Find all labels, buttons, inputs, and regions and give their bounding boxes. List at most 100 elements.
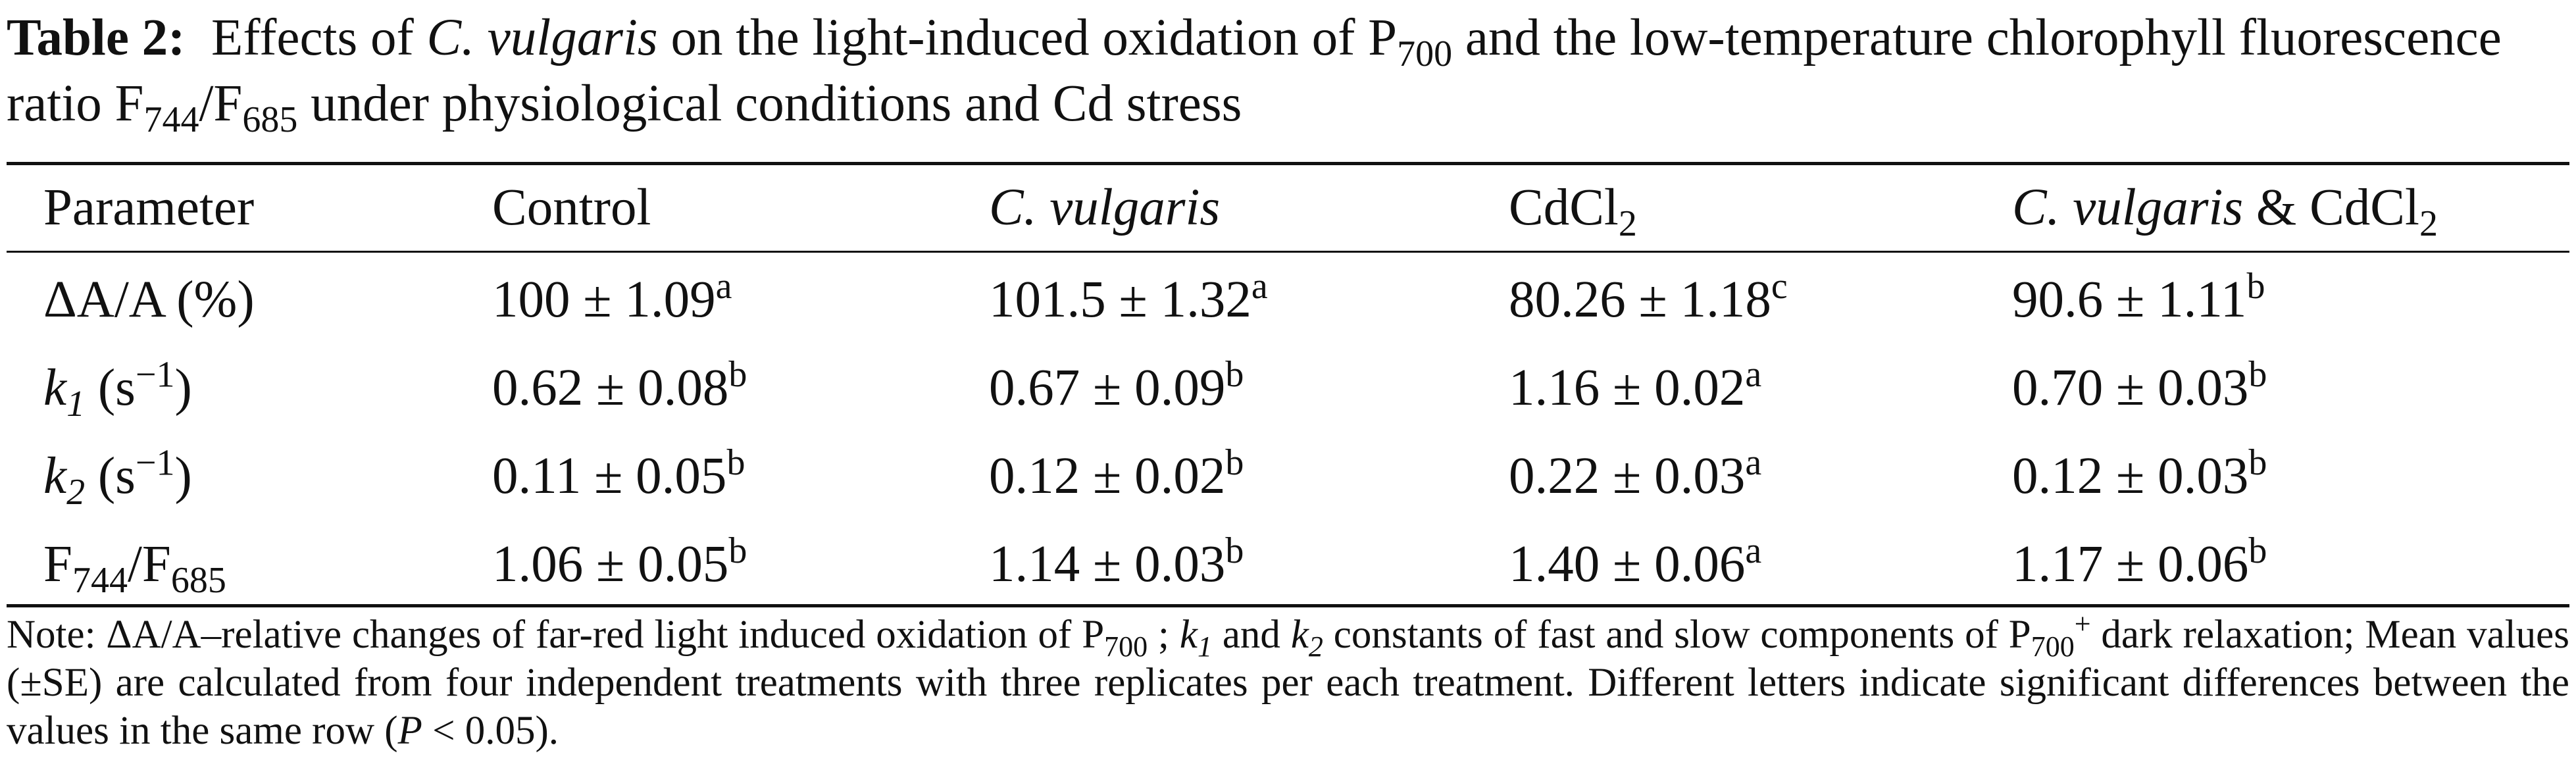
- k2-symbol: k: [43, 447, 67, 505]
- row-label-k2: k2 (s−1): [7, 432, 461, 521]
- table-row: k2 (s−1) 0.11 ± 0.05b 0.12 ± 0.02b 0.22 …: [7, 432, 2569, 521]
- significance-letter: b: [1225, 530, 1244, 571]
- k1-unit-close: ): [174, 359, 192, 417]
- table-cell: 1.14 ± 0.03b: [957, 521, 1477, 609]
- cell-value: 0.62 ± 0.08: [492, 359, 729, 417]
- row-label-fluorescence-ratio: F744/F685: [7, 521, 461, 609]
- k1-symbol: k: [43, 359, 67, 417]
- caption-text: on the light-induced oxidation of P: [670, 9, 1398, 66]
- caption-text: and the low-temperature chlorophyll fluo…: [7, 9, 2502, 132]
- cell-value: 90.6 ± 1.11: [2012, 271, 2247, 328]
- table-cell: 0.22 ± 0.03a: [1477, 432, 1981, 521]
- column-header-cdcl2: CdCl2: [1477, 165, 1981, 251]
- cell-value: 101.5 ± 1.32: [989, 271, 1251, 328]
- table-cell: 101.5 ± 1.32a: [957, 251, 1477, 344]
- cell-value: 0.12 ± 0.02: [989, 447, 1226, 505]
- column-header-cdcl2-subscript: 2: [1618, 203, 1637, 244]
- cell-value: 0.12 ± 0.03: [2012, 447, 2249, 505]
- table-cell: 0.67 ± 0.09b: [957, 344, 1477, 432]
- cell-value: 1.16 ± 0.02: [1509, 359, 1746, 417]
- cell-value: 0.11 ± 0.05: [492, 447, 727, 505]
- column-header-combined: C. vulgaris & CdCl2: [1981, 165, 2569, 251]
- table-row: F744/F685 1.06 ± 0.05b 1.14 ± 0.03b 1.40…: [7, 521, 2569, 609]
- table-cell: 0.62 ± 0.08b: [461, 344, 957, 432]
- significance-letter: b: [2248, 442, 2267, 483]
- significance-letter: b: [728, 354, 747, 395]
- column-header-cvulgaris: C. vulgaris: [957, 165, 1477, 251]
- cell-value: 1.14 ± 0.03: [989, 536, 1226, 593]
- column-header-combined-species: C. vulgaris: [2012, 179, 2244, 236]
- table-cell: 100 ± 1.09a: [461, 251, 957, 344]
- note-k2-symbol: k: [1290, 613, 1309, 657]
- significance-letter: a: [715, 266, 732, 307]
- table-cell: 80.26 ± 1.18c: [1477, 251, 1981, 344]
- table-cell: 0.12 ± 0.02b: [957, 432, 1477, 521]
- significance-letter: a: [1745, 354, 1762, 395]
- table-bottom-rule: [7, 604, 2569, 607]
- f-slash: /F: [127, 536, 171, 593]
- caption-text: under physiological conditions and Cd st…: [311, 75, 1242, 132]
- table-cell: 90.6 ± 1.11b: [1981, 251, 2569, 344]
- row-label-k1: k1 (s−1): [7, 344, 461, 432]
- note-subscript: 700: [2031, 630, 2075, 663]
- caption-subscript: 744: [143, 99, 199, 140]
- note-text: and: [1211, 613, 1291, 657]
- column-header-cdcl2-text: CdCl: [1509, 179, 1619, 236]
- note-k1-index: 1: [1197, 630, 1212, 663]
- cell-value: 0.22 ± 0.03: [1509, 447, 1746, 505]
- table-cell: 1.17 ± 0.06b: [1981, 521, 2569, 609]
- table-label: Table 2:: [7, 9, 186, 66]
- note-k2-index: 2: [1308, 630, 1323, 663]
- k1-unit-exponent: −1: [135, 354, 175, 396]
- f-subscript-744: 744: [72, 559, 128, 601]
- k1-index: 1: [66, 383, 86, 424]
- table-cell: 0.12 ± 0.03b: [1981, 432, 2569, 521]
- note-text: ;: [1148, 613, 1180, 657]
- table-header-rule: [7, 251, 2569, 253]
- note-text: < 0.05).: [422, 709, 559, 753]
- k2-unit-close: ): [174, 447, 192, 505]
- significance-letter: b: [1225, 442, 1244, 483]
- cell-value: 1.40 ± 0.06: [1509, 536, 1746, 593]
- table-row: ΔA/A (%) 100 ± 1.09a 101.5 ± 1.32a 80.26…: [7, 251, 2569, 344]
- table-cell: 1.06 ± 0.05b: [461, 521, 957, 609]
- cell-value: 80.26 ± 1.18: [1509, 271, 1771, 328]
- significance-letter: b: [2248, 530, 2267, 571]
- significance-letter: a: [1745, 442, 1762, 483]
- caption-subscript: 685: [242, 99, 298, 140]
- table-cell: 1.40 ± 0.06a: [1477, 521, 1981, 609]
- caption-text: /F: [199, 75, 243, 132]
- significance-letter: b: [2248, 354, 2267, 395]
- table-cell: 0.70 ± 0.03b: [1981, 344, 2569, 432]
- table-footnote: Note: ΔA/A–relative changes of far-red l…: [7, 607, 2569, 755]
- note-p-symbol: P: [397, 709, 422, 753]
- k1-unit: (s: [97, 359, 136, 417]
- note-k1-symbol: k: [1179, 613, 1198, 657]
- table-row: k1 (s−1) 0.62 ± 0.08b 0.67 ± 0.09b 1.16 …: [7, 344, 2569, 432]
- note-superscript: +: [2074, 607, 2091, 640]
- cell-value: 1.17 ± 0.06: [2012, 536, 2249, 593]
- cell-value: 100 ± 1.09: [492, 271, 716, 328]
- k2-unit: (s: [97, 447, 136, 505]
- cell-value: 0.67 ± 0.09: [989, 359, 1226, 417]
- column-header-parameter: Parameter: [43, 179, 255, 236]
- significance-letter: b: [2246, 266, 2265, 307]
- significance-letter: b: [1225, 354, 1244, 395]
- table-cell: 0.11 ± 0.05b: [461, 432, 957, 521]
- f-symbol: F: [43, 536, 72, 593]
- cell-value: 1.06 ± 0.05: [492, 536, 729, 593]
- note-text: constants of fast and slow components of…: [1323, 613, 2031, 657]
- table-top-rule: [7, 162, 2569, 165]
- caption-species: C. vulgaris: [426, 9, 658, 66]
- column-header-control: Control: [492, 179, 651, 236]
- note-text: Note: ΔA/A–relative changes of far-red l…: [7, 613, 1105, 657]
- k2-index: 2: [66, 471, 86, 513]
- caption-subscript: 700: [1397, 33, 1453, 74]
- column-header-combined-text: & CdCl: [2256, 179, 2419, 236]
- significance-letter: a: [1251, 266, 1268, 307]
- note-text: dark relaxation; Mean values (±SE) are c…: [7, 613, 2569, 753]
- row-label-delta: ΔA/A (%): [43, 271, 255, 328]
- table-cell: 1.16 ± 0.02a: [1477, 344, 1981, 432]
- significance-letter: b: [726, 442, 745, 483]
- column-header-cvulgaris-text: C. vulgaris: [989, 179, 1221, 236]
